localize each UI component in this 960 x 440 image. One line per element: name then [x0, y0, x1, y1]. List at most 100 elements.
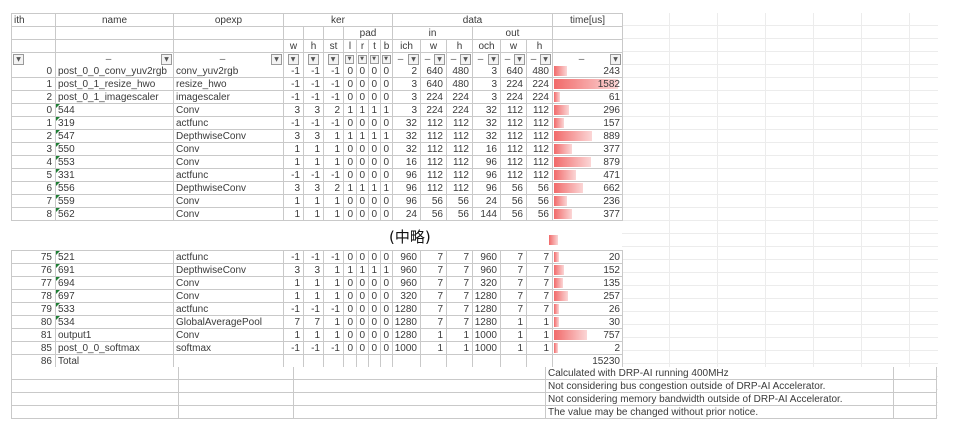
- cell-value[interactable]: 96: [393, 182, 421, 195]
- cell-value[interactable]: 3: [473, 65, 501, 78]
- cell-value[interactable]: 0: [357, 143, 369, 156]
- cell-value[interactable]: 1280: [393, 303, 421, 316]
- cell-value[interactable]: 224: [527, 91, 553, 104]
- cell-value[interactable]: 3: [473, 91, 501, 104]
- cell-value[interactable]: 3: [284, 264, 304, 277]
- cell-value[interactable]: 0: [369, 303, 381, 316]
- cell-value[interactable]: 1: [369, 130, 381, 143]
- cell-value[interactable]: 1280: [393, 316, 421, 329]
- cell-value[interactable]: 7: [447, 303, 473, 316]
- cell-value[interactable]: 1: [284, 195, 304, 208]
- cell-name[interactable]: 559: [56, 195, 174, 208]
- cell-name[interactable]: 697: [56, 290, 174, 303]
- cell-value[interactable]: -1: [324, 169, 344, 182]
- cell-value[interactable]: 1: [381, 130, 393, 143]
- cell-name[interactable]: post_0_0_conv_yuv2rgb: [56, 65, 174, 78]
- cell-value[interactable]: 0: [369, 117, 381, 130]
- cell[interactable]: [894, 406, 937, 419]
- cell-value[interactable]: 1: [344, 130, 357, 143]
- header-in-ich[interactable]: ich: [393, 40, 421, 53]
- cell-value[interactable]: 1: [501, 329, 527, 342]
- cell-value[interactable]: 112: [527, 156, 553, 169]
- cell-value[interactable]: 112: [527, 130, 553, 143]
- cell[interactable]: [12, 393, 179, 406]
- cell-value[interactable]: 1: [304, 195, 324, 208]
- cell-value[interactable]: 1: [357, 130, 369, 143]
- cell-value[interactable]: 1: [369, 182, 381, 195]
- cell-value[interactable]: 1: [421, 342, 447, 355]
- cell-name[interactable]: 550: [56, 143, 174, 156]
- cell-value[interactable]: 1000: [473, 329, 501, 342]
- cell[interactable]: [894, 380, 937, 393]
- cell-value[interactable]: 7: [284, 316, 304, 329]
- cell[interactable]: [294, 367, 546, 380]
- cell[interactable]: [294, 406, 546, 419]
- cell-name[interactable]: 547: [56, 130, 174, 143]
- filter-dropdown-button[interactable]: ▼: [460, 53, 471, 65]
- cell-value[interactable]: 56: [527, 182, 553, 195]
- cell-value[interactable]: -1: [324, 342, 344, 355]
- cell-value[interactable]: 0: [344, 169, 357, 182]
- cell-value[interactable]: 1: [357, 182, 369, 195]
- cell-ith[interactable]: 0: [12, 65, 56, 78]
- cell-value[interactable]: 56: [501, 182, 527, 195]
- cell[interactable]: [894, 393, 937, 406]
- cell-value[interactable]: 32: [393, 130, 421, 143]
- cell-value[interactable]: 7: [501, 264, 527, 277]
- cell-value[interactable]: 1280: [473, 290, 501, 303]
- cell-value[interactable]: -1: [324, 303, 344, 316]
- cell-value[interactable]: 0: [357, 329, 369, 342]
- header-in-w[interactable]: w: [421, 40, 447, 53]
- cell-value[interactable]: 0: [369, 91, 381, 104]
- header-out-group[interactable]: out: [473, 27, 553, 40]
- cell-time[interactable]: 152: [553, 264, 623, 277]
- cell-value[interactable]: 16: [393, 156, 421, 169]
- cell-value[interactable]: 224: [447, 104, 473, 117]
- cell-value[interactable]: 1: [284, 143, 304, 156]
- cell-value[interactable]: 3: [284, 182, 304, 195]
- cell-value[interactable]: 7: [501, 290, 527, 303]
- filter-dropdown-button[interactable]: ▼: [434, 53, 445, 65]
- cell-time[interactable]: 377: [553, 208, 623, 221]
- cell-name[interactable]: 556: [56, 182, 174, 195]
- cell-value[interactable]: 112: [527, 117, 553, 130]
- cell-value[interactable]: 3: [304, 264, 324, 277]
- cell-value[interactable]: 0: [381, 195, 393, 208]
- cell-value[interactable]: 0: [381, 290, 393, 303]
- cell-value[interactable]: 1280: [393, 329, 421, 342]
- header-pad-t[interactable]: t: [369, 40, 381, 53]
- cell-time[interactable]: 135: [553, 277, 623, 290]
- cell-ith[interactable]: 8: [12, 208, 56, 221]
- cell-time[interactable]: 757: [553, 329, 623, 342]
- cell-value[interactable]: 0: [357, 277, 369, 290]
- cell-value[interactable]: -1: [284, 117, 304, 130]
- cell-time[interactable]: 26: [553, 303, 623, 316]
- cell-value[interactable]: 0: [381, 169, 393, 182]
- cell-value[interactable]: 0: [344, 342, 357, 355]
- cell-value[interactable]: 0: [357, 78, 369, 91]
- cell[interactable]: [12, 406, 179, 419]
- cell[interactable]: [324, 27, 344, 40]
- cell-time[interactable]: 61: [553, 91, 623, 104]
- cell[interactable]: [294, 393, 546, 406]
- cell-value[interactable]: 7: [304, 316, 324, 329]
- cell-value[interactable]: 96: [473, 156, 501, 169]
- filter-dropdown-button[interactable]: ▼: [488, 53, 499, 65]
- cell-value[interactable]: 1: [527, 329, 553, 342]
- cell-value[interactable]: 1: [344, 104, 357, 117]
- cell-value[interactable]: 0: [369, 156, 381, 169]
- cell-value[interactable]: 0: [369, 195, 381, 208]
- filter-dropdown-button[interactable]: ▼: [307, 53, 319, 65]
- cell-value[interactable]: 224: [501, 78, 527, 91]
- cell-value[interactable]: 960: [473, 251, 501, 264]
- cell-value[interactable]: 3: [473, 78, 501, 91]
- cell-value[interactable]: 1: [344, 264, 357, 277]
- header-ker-w[interactable]: w: [284, 40, 304, 53]
- cell-opexp[interactable]: Conv: [174, 143, 284, 156]
- cell-value[interactable]: 1: [357, 104, 369, 117]
- filter-dropdown-button[interactable]: ▼: [161, 53, 172, 65]
- header-in-group[interactable]: in: [393, 27, 473, 40]
- header-out-och[interactable]: och: [473, 40, 501, 53]
- cell-value[interactable]: 7: [527, 290, 553, 303]
- cell-value[interactable]: 32: [473, 117, 501, 130]
